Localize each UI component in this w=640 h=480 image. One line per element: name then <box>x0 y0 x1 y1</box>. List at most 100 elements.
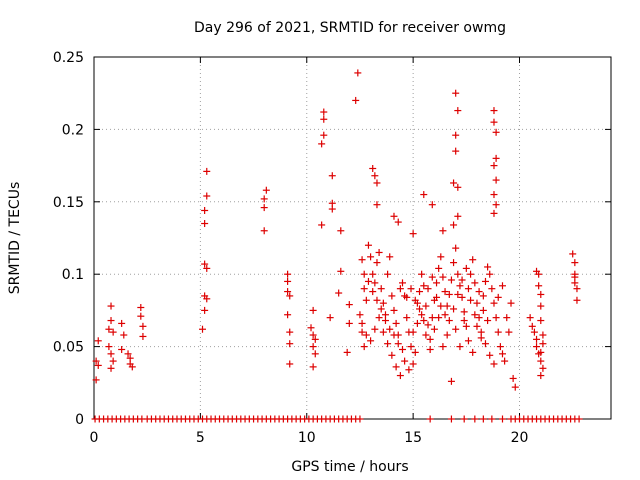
data-point <box>373 201 381 209</box>
data-point <box>428 273 436 281</box>
data-point <box>139 332 147 340</box>
data-point <box>530 328 538 336</box>
data-point <box>367 253 375 261</box>
data-point <box>384 270 392 278</box>
data-point <box>392 319 400 327</box>
data-point <box>571 273 579 281</box>
data-point <box>573 285 581 293</box>
data-point <box>469 256 477 264</box>
data-point <box>439 343 447 351</box>
data-point <box>318 140 326 148</box>
data-point <box>486 351 494 359</box>
data-point <box>358 328 366 336</box>
data-point <box>284 311 292 319</box>
data-point <box>379 299 387 307</box>
data-point <box>109 357 117 365</box>
data-point <box>490 118 498 126</box>
data-point <box>443 331 451 339</box>
data-point <box>456 282 464 290</box>
data-point <box>535 350 543 358</box>
data-point <box>362 296 370 304</box>
data-point <box>437 253 445 261</box>
data-point <box>260 195 268 203</box>
data-point <box>422 331 430 339</box>
data-point <box>118 345 126 353</box>
data-point <box>490 299 498 307</box>
data-point <box>450 179 458 187</box>
data-point <box>456 343 464 351</box>
data-point <box>433 279 441 287</box>
data-point <box>411 296 419 304</box>
data-point <box>450 259 458 267</box>
data-point <box>398 345 406 353</box>
data-point <box>511 383 519 391</box>
data-point <box>309 306 317 314</box>
data-point <box>454 107 462 115</box>
data-point <box>284 277 292 285</box>
data-point <box>335 289 343 297</box>
data-point <box>124 350 132 358</box>
data-point <box>479 292 487 300</box>
data-point <box>284 288 292 296</box>
data-point <box>358 319 366 327</box>
data-point <box>539 340 547 348</box>
data-point <box>492 314 500 322</box>
data-point <box>343 348 351 356</box>
data-point <box>318 221 326 229</box>
data-point <box>533 343 541 351</box>
data-point <box>137 304 145 312</box>
data-point <box>201 306 209 314</box>
data-point <box>569 250 577 258</box>
data-point <box>507 299 515 307</box>
data-point <box>505 328 513 336</box>
data-point <box>377 305 385 313</box>
data-point <box>435 264 443 272</box>
data-point <box>286 340 294 348</box>
x-tick-label: 10 <box>298 430 316 446</box>
data-point <box>371 279 379 287</box>
data-point <box>107 350 115 358</box>
data-point <box>137 312 145 320</box>
data-point <box>407 343 415 351</box>
data-point <box>418 270 426 278</box>
data-point <box>203 264 211 272</box>
data-point <box>107 302 115 310</box>
data-point <box>445 290 453 298</box>
data-point <box>337 227 345 235</box>
data-point <box>454 183 462 191</box>
data-point <box>452 147 460 155</box>
data-point <box>345 301 353 309</box>
data-point <box>571 259 579 267</box>
data-point <box>441 311 449 319</box>
data-point <box>488 285 496 293</box>
data-point <box>447 276 455 284</box>
data-point <box>454 270 462 278</box>
data-point <box>475 314 483 322</box>
data-point <box>201 206 209 214</box>
x-tick-label: 5 <box>196 430 205 446</box>
data-point <box>409 328 417 336</box>
data-point <box>490 360 498 368</box>
data-point <box>403 293 411 301</box>
data-point <box>354 69 362 77</box>
data-point <box>437 302 445 310</box>
data-point <box>426 335 434 343</box>
data-point <box>490 162 498 170</box>
data-point <box>396 372 404 380</box>
data-point <box>371 325 379 333</box>
data-point <box>320 115 328 123</box>
data-marks <box>91 69 583 423</box>
data-point <box>490 191 498 199</box>
data-point <box>441 288 449 296</box>
data-point <box>481 277 489 285</box>
data-point <box>373 296 381 304</box>
data-point <box>394 218 402 226</box>
data-point <box>203 192 211 200</box>
chart-title: Day 296 of 2021, SRMTID for receiver owm… <box>194 20 506 36</box>
data-point <box>92 376 100 384</box>
data-point <box>454 212 462 220</box>
y-tick-label: 0.05 <box>53 340 84 356</box>
data-point <box>492 176 500 184</box>
data-point <box>201 220 209 228</box>
